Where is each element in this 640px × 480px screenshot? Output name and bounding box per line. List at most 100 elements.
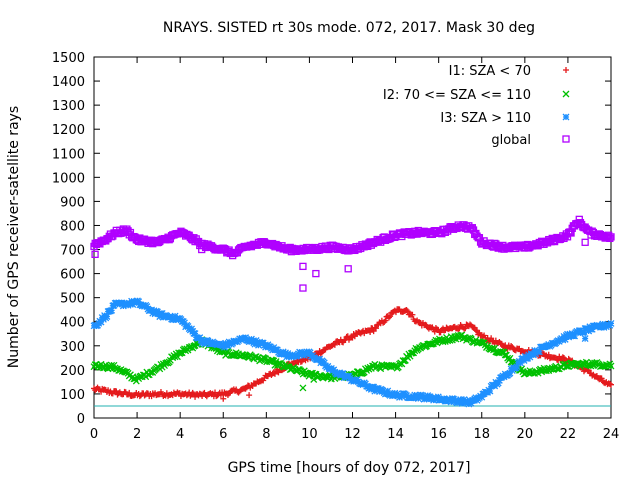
data-point xyxy=(384,387,392,395)
data-point xyxy=(494,379,502,387)
x-tick-label: 14 xyxy=(387,427,404,442)
y-tick-label: 600 xyxy=(60,268,85,283)
x-tick-label: 8 xyxy=(262,427,270,442)
outlier-point xyxy=(299,262,307,271)
y-tick-label: 100 xyxy=(60,388,85,403)
data-point xyxy=(367,329,374,336)
x-tick-label: 20 xyxy=(517,427,534,442)
legend-marker xyxy=(562,135,570,143)
data-point xyxy=(517,359,524,367)
data-point xyxy=(608,381,614,388)
data-point xyxy=(383,390,391,398)
data-point xyxy=(331,341,338,348)
data-point xyxy=(433,396,441,403)
data-point xyxy=(559,354,566,361)
data-point xyxy=(273,346,281,354)
x-tick-label: 22 xyxy=(560,427,577,442)
x-tick-label: 16 xyxy=(430,427,447,442)
data-point xyxy=(455,398,463,406)
data-layer xyxy=(90,215,615,408)
legend: I1: SZA < 70 I2: 70 <= SZA <= 110 I3: SZA … xyxy=(383,64,570,148)
legend-label: I2: 70 <= SZA <= 110 xyxy=(383,88,531,103)
data-point xyxy=(567,229,575,237)
y-tick-label: 1000 xyxy=(52,171,85,186)
data-point xyxy=(565,333,573,341)
data-point xyxy=(409,311,416,318)
outlier-point xyxy=(91,250,99,258)
data-point xyxy=(455,325,462,332)
series-I1 xyxy=(91,306,614,400)
data-point xyxy=(196,334,204,342)
outlier-point xyxy=(581,238,589,246)
outlier-point xyxy=(581,335,589,343)
outlier-point xyxy=(198,245,206,254)
data-point xyxy=(508,342,515,349)
legend-marker xyxy=(562,113,570,121)
y-tick-label: 700 xyxy=(60,244,85,259)
data-point xyxy=(124,301,132,309)
data-point xyxy=(199,337,207,345)
series-I3 xyxy=(90,297,615,408)
y-tick-label: 0 xyxy=(77,412,85,427)
data-point xyxy=(282,349,289,357)
data-point xyxy=(101,312,109,320)
data-point xyxy=(464,398,472,405)
y-tick-label: 400 xyxy=(60,316,85,331)
data-point xyxy=(385,314,392,321)
x-tick-label: 0 xyxy=(90,427,98,442)
y-tick-label: 300 xyxy=(60,340,85,355)
data-point xyxy=(320,359,328,367)
data-point xyxy=(118,299,126,307)
data-point xyxy=(304,350,312,358)
chart-title: NRAYS. SISTED rt 30s mode. 072, 2017. Ma… xyxy=(163,20,535,36)
legend-marker xyxy=(562,90,570,98)
x-tick-label: 12 xyxy=(344,427,361,442)
x-tick-label: 4 xyxy=(176,427,184,442)
data-point xyxy=(472,394,480,402)
data-point xyxy=(317,350,324,357)
x-tick-label: 6 xyxy=(219,427,227,442)
data-point xyxy=(143,303,151,311)
outlier-point xyxy=(220,395,227,402)
outlier-point xyxy=(312,269,320,278)
data-point xyxy=(561,355,567,362)
data-point xyxy=(607,319,615,327)
y-axis-title: Number of GPS receiver-satellite rays xyxy=(6,106,22,368)
data-point xyxy=(374,385,382,392)
legend-label: I1: SZA < 70 xyxy=(449,64,531,79)
data-point xyxy=(478,393,486,401)
data-point xyxy=(403,307,410,314)
data-point xyxy=(580,328,588,336)
data-point xyxy=(103,313,111,320)
outlier-point xyxy=(310,376,318,383)
x-tick-label: 2 xyxy=(133,427,141,442)
data-point xyxy=(452,396,460,404)
data-point xyxy=(414,395,422,403)
data-point xyxy=(488,335,495,342)
x-axis-title: GPS time [hours of doy 072, 2017] xyxy=(228,460,471,476)
data-point xyxy=(191,330,199,338)
data-point xyxy=(283,353,291,361)
data-point xyxy=(607,233,615,241)
data-point xyxy=(607,362,615,370)
y-tick-label: 800 xyxy=(60,219,85,234)
data-point xyxy=(446,336,454,344)
y-tick-label: 1100 xyxy=(52,147,85,162)
data-point xyxy=(462,325,469,332)
data-point xyxy=(486,387,494,395)
x-tick-label: 10 xyxy=(301,427,318,442)
data-point xyxy=(446,395,454,403)
y-tick-label: 200 xyxy=(60,364,85,379)
data-point xyxy=(279,348,287,356)
data-point xyxy=(148,306,156,314)
series-global xyxy=(90,215,615,260)
data-point xyxy=(457,396,465,403)
data-point xyxy=(450,395,458,403)
legend-label: global xyxy=(491,133,531,148)
data-point xyxy=(500,373,508,381)
data-point xyxy=(588,325,596,333)
outlier-points xyxy=(91,238,589,402)
data-point xyxy=(128,297,136,305)
data-point xyxy=(465,400,473,408)
